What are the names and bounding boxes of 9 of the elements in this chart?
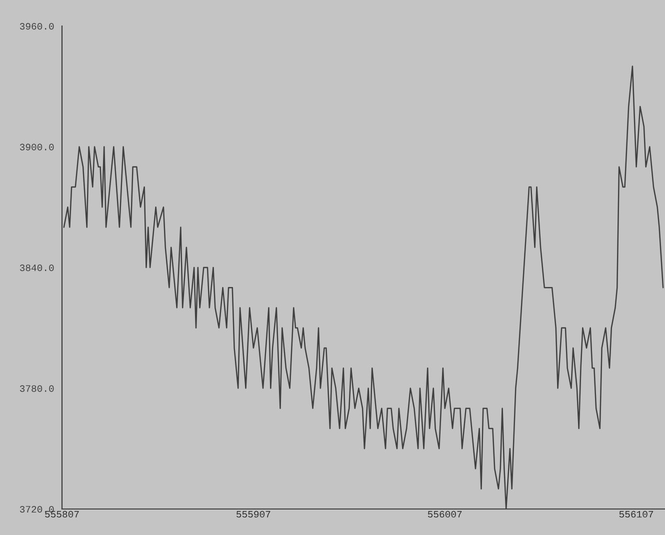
y-tick-label: 3780.0: [20, 385, 54, 392]
y-tick-label: 3900.0: [20, 144, 54, 150]
y-tick-label: 3960.0: [20, 23, 54, 30]
x-tick-label: 556007: [428, 510, 462, 518]
x-tick-label: 555807: [45, 510, 79, 518]
x-tick-label: 555907: [236, 510, 270, 518]
x-tick-label: 556107: [619, 510, 654, 518]
y-tick-label: 3720.0: [20, 506, 54, 513]
y-tick-label: 3840.0: [20, 264, 54, 272]
